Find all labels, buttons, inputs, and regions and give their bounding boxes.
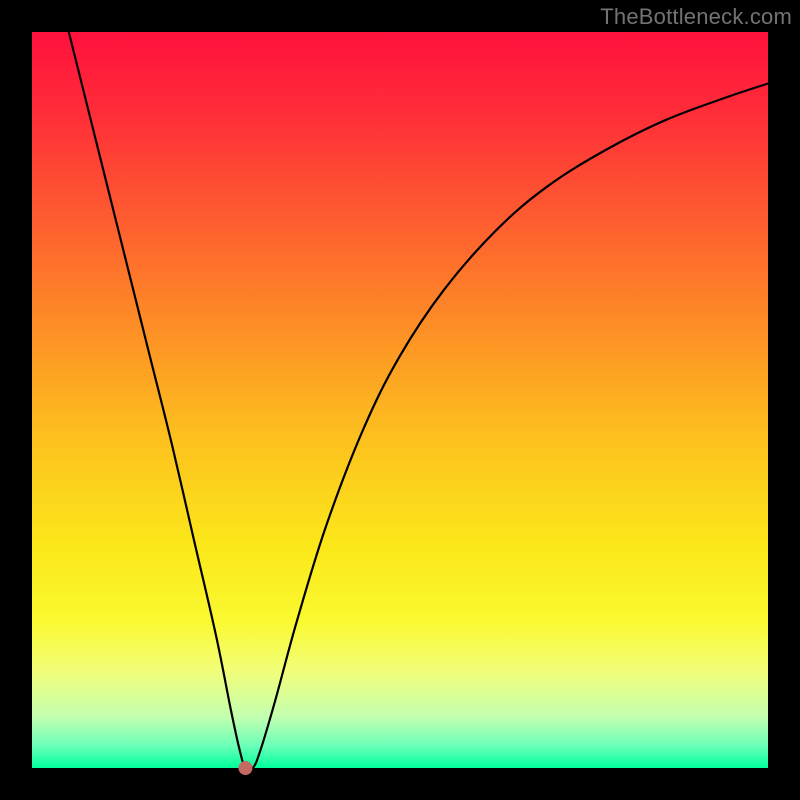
plot-background-gradient xyxy=(32,32,768,768)
optimum-marker xyxy=(238,761,252,775)
watermark-label: TheBottleneck.com xyxy=(600,4,792,30)
chart-container: TheBottleneck.com xyxy=(0,0,800,800)
bottleneck-chart xyxy=(0,0,800,800)
